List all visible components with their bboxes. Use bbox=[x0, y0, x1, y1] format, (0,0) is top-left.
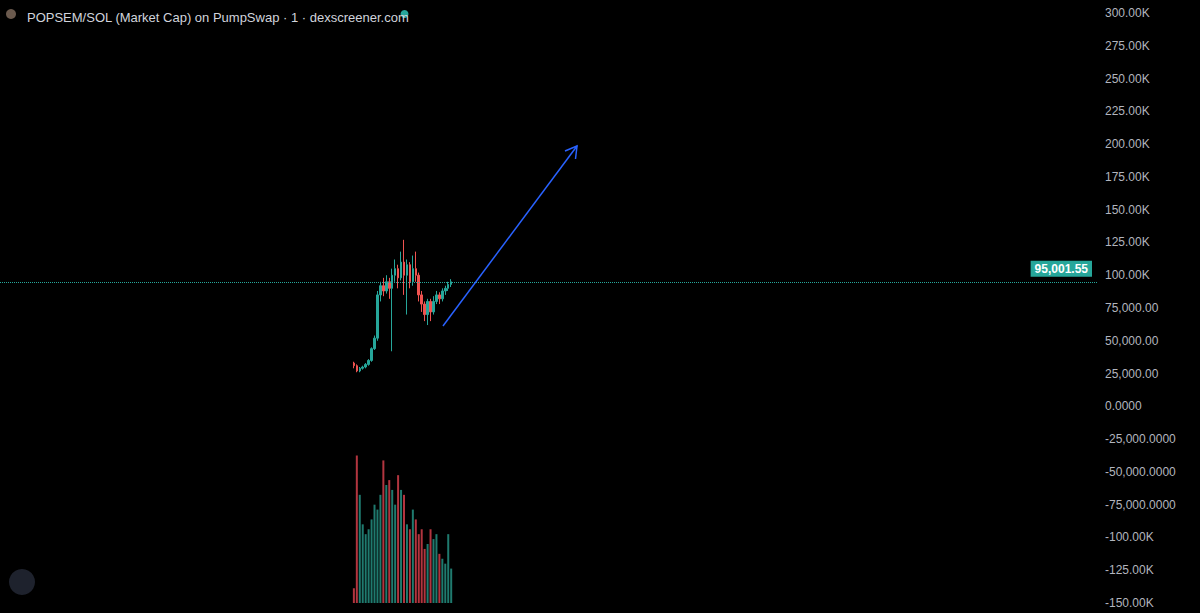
svg-text:175.00K: 175.00K bbox=[1105, 170, 1150, 184]
svg-text:250.00K: 250.00K bbox=[1105, 72, 1150, 86]
svg-text:100.00K: 100.00K bbox=[1105, 268, 1150, 282]
svg-text:-75,000.0000: -75,000.0000 bbox=[1105, 498, 1176, 512]
svg-text:-50,000.0000: -50,000.0000 bbox=[1105, 465, 1176, 479]
svg-text:POPSEM/SOL (Market Cap) on Pum: POPSEM/SOL (Market Cap) on PumpSwap · 1 … bbox=[27, 10, 409, 25]
svg-text:275.00K: 275.00K bbox=[1105, 39, 1150, 53]
svg-text:-25,000.0000: -25,000.0000 bbox=[1105, 432, 1176, 446]
svg-text:50,000.00: 50,000.00 bbox=[1105, 334, 1159, 348]
svg-text:-100.00K: -100.00K bbox=[1105, 530, 1154, 544]
svg-text:150.00K: 150.00K bbox=[1105, 203, 1150, 217]
svg-text:200.00K: 200.00K bbox=[1105, 137, 1150, 151]
svg-text:25,000.00: 25,000.00 bbox=[1105, 367, 1159, 381]
svg-text:300.00K: 300.00K bbox=[1105, 6, 1150, 20]
svg-text:-125.00K: -125.00K bbox=[1105, 563, 1154, 577]
svg-text:-150.00K: -150.00K bbox=[1105, 596, 1154, 610]
svg-text:125.00K: 125.00K bbox=[1105, 235, 1150, 249]
svg-text:75,000.00: 75,000.00 bbox=[1105, 301, 1159, 315]
svg-text:0.0000: 0.0000 bbox=[1105, 399, 1142, 413]
svg-text:225.00K: 225.00K bbox=[1105, 104, 1150, 118]
svg-text:95,001.55: 95,001.55 bbox=[1035, 262, 1089, 276]
